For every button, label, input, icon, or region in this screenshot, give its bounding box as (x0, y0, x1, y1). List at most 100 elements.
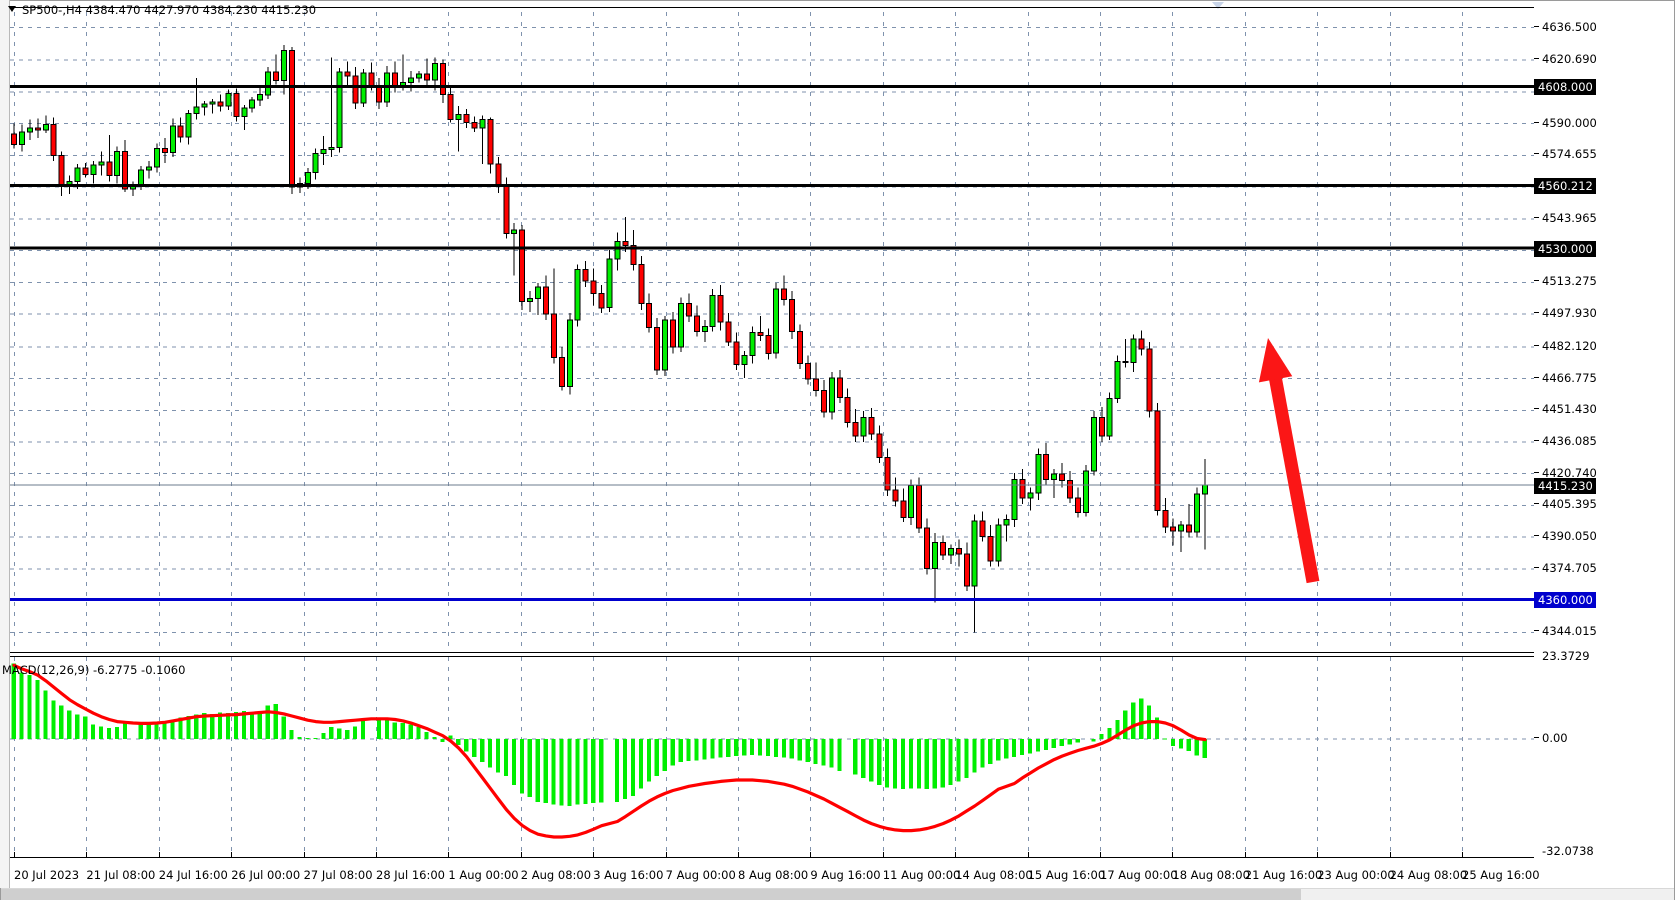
time-tick-mark (1100, 852, 1101, 858)
time-axis-label: 14 Aug 08:00 (955, 868, 1033, 882)
price-axis-tick: 4405.395 (1534, 497, 1597, 512)
time-tick-mark (86, 852, 88, 858)
time-tick-mark (303, 852, 305, 858)
price-tick-label: 4405.395 (1542, 497, 1597, 512)
time-tick-mark (158, 852, 160, 858)
time-axis-label: 17 Aug 00:00 (1100, 868, 1178, 882)
price-tick-label: 4451.430 (1542, 402, 1597, 417)
price-tag-4415-230: 4415.230 (1534, 478, 1596, 495)
time-axis-label: 11 Aug 00:00 (882, 868, 961, 882)
price-tick-label: 4620.690 (1542, 52, 1597, 67)
price-axis-tick: 4620.690 (1534, 52, 1597, 67)
time-tick-mark (665, 852, 667, 858)
time-axis-label: 15 Aug 16:00 (1027, 868, 1106, 882)
price-tick-dash (1534, 440, 1539, 441)
price-tick-label: 4344.015 (1542, 624, 1597, 639)
time-tick-mark (14, 852, 15, 858)
price-axis-tick: 4513.275 (1534, 274, 1597, 289)
price-axis-tick: 4636.500 (1534, 19, 1597, 34)
price-tick-label: 4513.275 (1542, 274, 1597, 289)
grid-lines (10, 12, 1534, 852)
price-tick-label: 4436.085 (1542, 434, 1597, 448)
price-tick-dash (1534, 471, 1539, 473)
time-tick-mark (520, 852, 522, 858)
time-axis-label: 28 Jul 16:00 (376, 868, 445, 882)
price-axis-tick: 4482.120 (1534, 338, 1597, 353)
price-axis-tick: 4574.655 (1534, 147, 1597, 162)
price-axis-tick: 4344.015 (1534, 624, 1597, 639)
price-chart-svg (10, 7, 1534, 858)
price-axis-tick: 4466.775 (1534, 370, 1597, 385)
price-axis-tick: 4374.705 (1534, 560, 1597, 575)
time-axis-label: 20 Jul 2023 (14, 868, 80, 882)
price-tick-dash (1534, 630, 1539, 632)
time-tick-mark (1317, 852, 1319, 858)
time-axis-label: 9 Aug 16:00 (810, 868, 881, 882)
scrollbar-thumb[interactable] (1, 889, 1301, 900)
time-tick-mark (738, 852, 739, 858)
time-tick-mark (1027, 852, 1029, 858)
time-tick-mark (1172, 852, 1174, 858)
price-tick-label: 4574.655 (1542, 147, 1597, 162)
price-axis-tick: 4420.740 (1534, 465, 1597, 480)
time-axis-label: 26 Jul 00:00 (231, 868, 301, 882)
time-tick-mark (1389, 852, 1391, 858)
time-axis-label: 21 Jul 08:00 (86, 868, 156, 882)
price-tick-label: 4466.775 (1542, 370, 1597, 385)
time-tick-mark (593, 852, 595, 858)
time-scale[interactable]: 20 Jul 2023 21 Jul 08:00 24 Jul 16:00 26 Ju… (0, 852, 1540, 888)
macd-tick-label: 23.3729 (1542, 649, 1590, 663)
time-axis-label: 1 Aug 00:00 (448, 868, 519, 882)
horizontal-level-lines (10, 85, 1534, 601)
time-axis-label: 3 Aug 16:00 (593, 868, 664, 882)
price-axis-tick: 4497.930 (1534, 306, 1597, 321)
collapse-arrow-icon[interactable] (8, 6, 16, 12)
time-tick-mark (1244, 852, 1246, 858)
price-tick-dash (1534, 216, 1539, 218)
price-tick-label: 4482.120 (1542, 338, 1597, 353)
time-axis-label: 24 Jul 16:00 (158, 868, 228, 882)
pane-borders (10, 7, 1534, 858)
price-axis-tick: 4590.000 (1534, 117, 1597, 129)
macd-axis-tick: 0.00 (1534, 731, 1568, 746)
price-tag-4360-000: 4360.000 (1534, 592, 1596, 609)
time-tick-mark (955, 852, 957, 858)
price-tick-dash (1534, 566, 1539, 568)
top-marker-icon (1212, 2, 1224, 9)
price-tick-label: 4374.705 (1542, 560, 1597, 575)
time-axis-label: 18 Aug 08:00 (1172, 868, 1250, 882)
up-arrow-annotation (1258, 338, 1320, 584)
price-tick-dash (1534, 25, 1539, 27)
pane-separator (10, 652, 1534, 657)
time-axis-label: 8 Aug 08:00 (738, 868, 809, 882)
time-axis-label: 27 Jul 08:00 (303, 868, 373, 882)
time-axis-label: 7 Aug 00:00 (665, 868, 736, 882)
time-tick-mark (810, 852, 812, 858)
time-tick-mark (448, 852, 450, 858)
price-tag-4560-212: 4560.212 (1534, 178, 1596, 195)
price-tick-dash (1534, 58, 1539, 60)
price-tick-label: 4420.740 (1542, 465, 1597, 480)
time-axis-label: 25 Aug 16:00 (1462, 868, 1540, 882)
price-tick-dash (1534, 280, 1539, 282)
time-axis-label: 21 Aug 16:00 (1244, 868, 1323, 882)
price-tick-label: 4497.930 (1542, 306, 1597, 321)
price-tick-label: 4543.965 (1542, 210, 1597, 225)
macd-tick-label: 0.00 (1542, 731, 1568, 746)
macd-axis-tick: -32.0738 (1542, 845, 1594, 857)
time-tick-mark (231, 852, 233, 858)
price-tick-dash (1534, 312, 1539, 314)
price-tick-dash (1534, 503, 1539, 505)
price-tag-4608-000: 4608.000 (1534, 79, 1596, 96)
macd-indicator-label: MACD(12,26,9) -6.2775 -0.1060 (2, 663, 186, 677)
time-axis-label: 24 Aug 08:00 (1389, 868, 1468, 882)
horizontal-scrollbar[interactable] (1, 888, 1674, 900)
price-axis-tick: 4451.430 (1534, 402, 1597, 417)
macd-tick-dash (1534, 737, 1539, 739)
plot-area[interactable] (10, 6, 1534, 894)
price-tick-label: 4636.500 (1542, 19, 1597, 34)
price-scale[interactable]: 4636.5004620.6904605.3454590.0004574.655… (1534, 0, 1675, 858)
time-tick-mark (882, 852, 884, 858)
price-tick-dash (1534, 121, 1539, 123)
